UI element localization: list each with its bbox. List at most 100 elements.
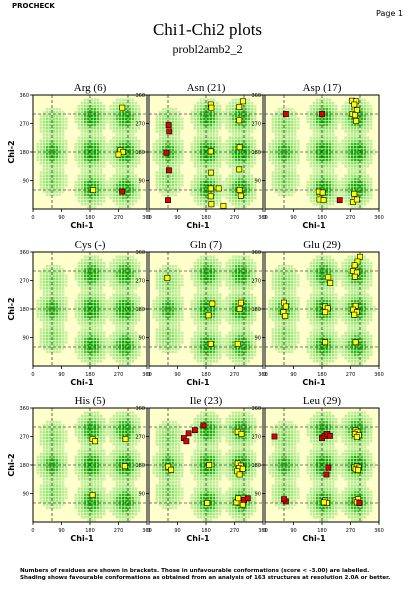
x-axis-label: Chi-1 xyxy=(70,534,94,543)
y-tick-label: 90 xyxy=(139,336,145,342)
residue-point-4 xyxy=(115,151,122,158)
residue-point-19 xyxy=(351,311,358,318)
residue-point-3 xyxy=(205,312,212,319)
residue-point-9 xyxy=(353,118,360,124)
y-tick-label: 360 xyxy=(19,250,29,256)
x-tick-label: 360 xyxy=(142,215,152,221)
residue-point-10 xyxy=(282,303,289,310)
residue-point-9 xyxy=(236,144,243,151)
plot-title: His (5) xyxy=(75,395,106,407)
residue-point-5 xyxy=(89,492,96,498)
residue-point-4 xyxy=(183,438,190,445)
residue-point-4 xyxy=(121,463,128,470)
x-tick-label: 180 xyxy=(85,528,95,534)
footnote-line-2: Shading shows favourable conformations a… xyxy=(20,575,391,581)
residue-point-16 xyxy=(353,196,360,203)
x-tick-label: 270 xyxy=(346,215,356,221)
residue-point-17 xyxy=(208,201,215,208)
residue-point-21 xyxy=(322,339,329,346)
y-tick-label: 270 xyxy=(251,122,261,128)
residue-point-2 xyxy=(92,438,98,445)
plot-title: Leu (29) xyxy=(303,395,342,407)
residue-point-8 xyxy=(165,463,171,470)
residue-point-7 xyxy=(236,117,243,124)
footnote-line-1: Numbers of residues are shown in bracket… xyxy=(20,568,370,574)
x-tick-label: 90 xyxy=(58,528,64,534)
residue-point-7 xyxy=(325,274,332,281)
residue-point-10 xyxy=(353,434,360,441)
residue-point-5 xyxy=(185,430,192,437)
x-tick-label: 270 xyxy=(230,215,240,221)
x-tick-label: 180 xyxy=(201,215,211,221)
residue-point-12 xyxy=(282,313,289,319)
plot-title: Cys (-) xyxy=(75,239,106,251)
plot-9: Leu (29) 0 90 180 270 360 90 180 270 360 Chi-1 xyxy=(251,395,383,543)
plot-3: Asp (17) 0 90 180 270 360 90 180 270 360 Chi-1 xyxy=(251,82,383,230)
plot-title: Glu (29) xyxy=(303,239,341,251)
residue-point-3 xyxy=(122,436,129,442)
y-tick-label: 90 xyxy=(139,492,145,498)
x-tick-label: 270 xyxy=(230,528,240,534)
x-axis-label: Chi-1 xyxy=(302,221,326,230)
residue-point-16 xyxy=(206,462,213,468)
y-tick-label: 90 xyxy=(23,179,29,185)
x-tick-label: 0 xyxy=(263,215,266,221)
plot-6: Glu (29) 0 90 180 270 360 90 180 270 360 Chi-1 xyxy=(251,239,383,387)
residue-point-4 xyxy=(208,104,215,111)
x-tick-label: 360 xyxy=(142,528,152,534)
residue-point-2 xyxy=(238,431,245,437)
x-axis-label: Chi-1 xyxy=(186,378,210,387)
y-tick-label: 360 xyxy=(251,250,261,256)
x-tick-label: 180 xyxy=(317,372,327,378)
y-axis-label: Chi-2 xyxy=(7,453,16,476)
y-axis-label: Chi-2 xyxy=(7,297,16,320)
residue-point-19 xyxy=(239,501,246,508)
favourable-shading xyxy=(268,411,376,522)
x-tick-label: 0 xyxy=(147,215,150,221)
residue-point-1 xyxy=(271,433,278,440)
residue-point-17 xyxy=(204,500,211,506)
y-tick-label: 180 xyxy=(251,307,261,313)
residue-point-9 xyxy=(168,466,175,473)
residue-point-6 xyxy=(119,188,126,195)
plot-4: Cys (-) 0 90 180 270 360 90 180 270 360 Chi-1 Chi-2 xyxy=(7,239,152,387)
x-tick-label: 360 xyxy=(374,215,384,221)
x-tick-label: 90 xyxy=(174,528,180,534)
x-tick-label: 270 xyxy=(114,215,124,221)
x-axis-label: Chi-1 xyxy=(302,534,326,543)
y-tick-label: 360 xyxy=(251,93,261,99)
y-tick-label: 360 xyxy=(135,93,145,99)
residue-point-1 xyxy=(119,104,126,111)
residue-point-12 xyxy=(236,166,243,173)
y-tick-label: 180 xyxy=(19,463,29,469)
residue-point-19 xyxy=(237,192,244,199)
y-tick-label: 180 xyxy=(135,463,145,469)
plot-8: Ile (23) 0 90 180 270 360 90 180 270 360 Chi-1 xyxy=(135,395,267,543)
residue-point-16 xyxy=(325,464,332,471)
residue-point-20 xyxy=(236,187,243,193)
favourable-shading xyxy=(268,98,376,209)
residue-point-20 xyxy=(352,339,359,346)
x-tick-label: 0 xyxy=(263,372,266,378)
residue-point-3 xyxy=(351,262,358,269)
x-tick-label: 90 xyxy=(174,215,180,221)
x-tick-label: 360 xyxy=(142,372,152,378)
residue-point-6 xyxy=(192,427,198,434)
y-tick-label: 360 xyxy=(135,250,145,256)
residue-point-26 xyxy=(356,500,363,506)
y-tick-label: 90 xyxy=(23,492,29,498)
y-tick-label: 180 xyxy=(19,307,29,313)
residue-point-7 xyxy=(319,111,325,117)
x-axis-label: Chi-1 xyxy=(70,221,94,230)
residue-point-23 xyxy=(235,495,242,502)
plot-5: Gln (7) 0 90 180 270 360 90 180 270 360 Chi-1 xyxy=(135,239,267,387)
y-tick-label: 270 xyxy=(251,435,261,441)
favourable-shading xyxy=(152,411,260,522)
plot-title: Ile (23) xyxy=(190,395,223,407)
residue-point-5 xyxy=(165,122,172,128)
x-tick-label: 180 xyxy=(85,372,95,378)
x-tick-label: 180 xyxy=(317,528,327,534)
x-tick-label: 270 xyxy=(114,528,124,534)
y-tick-label: 270 xyxy=(19,435,29,441)
